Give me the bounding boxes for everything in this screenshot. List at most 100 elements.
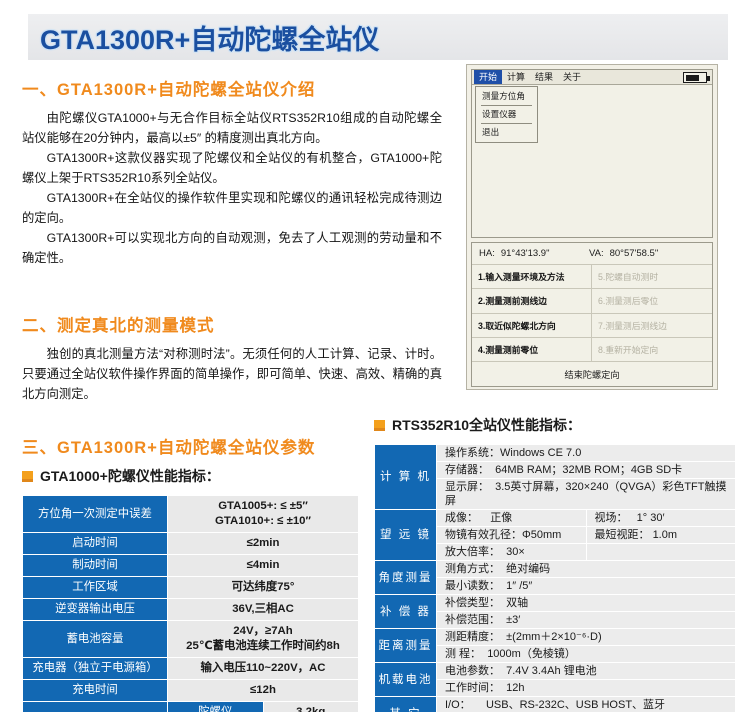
dropdown-item-instrument-settings[interactable]: 设置仪器 <box>482 109 517 119</box>
group-key-angle-measurement: 角度测量 <box>374 560 437 595</box>
spec-line: 视场： 1° 30′ <box>585 509 736 527</box>
gyro-spec-table: 方位角一次测定中误差 GTA1005+: ≤ ±5″ GTA1010+: ≤ ±… <box>22 495 359 712</box>
spec-value: 7.4V 3.4Ah 锂电池 <box>506 665 597 677</box>
row-key: 充电器（独立于电源箱） <box>22 657 168 680</box>
device-screen-lower: HA: 91°43'13.9" VA: 80°57'58.5" 1.输入测量环境及方… <box>471 242 713 387</box>
table-row: 角度测量 测角方式： 绝对编码 <box>374 560 736 595</box>
spec-line: 最小读数： 1″ /5″ <box>436 577 736 595</box>
spec-value: 30× <box>506 546 525 558</box>
menu-item-results[interactable]: 结果 <box>535 72 554 82</box>
row-value: ≤2min <box>167 532 359 555</box>
spec-line: 测距精度： ±(2mm＋2×10⁻⁶·D) <box>436 628 736 646</box>
battery-fill <box>686 74 699 81</box>
spec-label: 放大倍率： <box>445 546 500 558</box>
va-value: 80°57'58.5" <box>609 248 659 259</box>
vertical-angle-readout: VA: 80°57'58.5" <box>589 248 658 259</box>
spec-line: 最短视距： 1.0m <box>585 526 736 544</box>
spacer <box>22 268 442 312</box>
device-button-6[interactable]: 6.测量测后零位 <box>592 289 712 314</box>
row-value: 24V，≥7Ah 25℃蓄电池连续工作时间约8h <box>167 620 359 658</box>
table-row: 放大倍率： 30× <box>375 543 736 561</box>
group-key-computer: 计 算 机 <box>374 444 437 510</box>
section-1-paragraph-4: GTA1300R+可以实现北方向的自动观测，免去了人工观测的劳动量和不确定性。 <box>22 231 442 265</box>
ha-value: 91°43'13.9" <box>500 248 550 259</box>
spec-value: ±3′ <box>506 614 521 626</box>
spec-value: 64MB RAM；32MB ROM；4GB SD卡 <box>495 464 683 476</box>
device-button-2[interactable]: 2.测量测前测线边 <box>472 289 592 314</box>
table-row: 充电器（独立于电源箱） 输入电压110~220V，AC <box>22 657 359 680</box>
section-2-paragraph-1: 独创的真北测量方法“对称测时法”。无须任何的人工计算、记录、计时。只要通过全站仪… <box>22 347 442 401</box>
spec-value: Φ50mm <box>522 529 562 541</box>
dropdown-item-exit[interactable]: 退出 <box>482 127 500 137</box>
row-value: 可达纬度75° <box>167 576 359 599</box>
table-row: 机载电池 电池参数： 7.4V 3.4Ah 锂电池 <box>374 662 736 697</box>
spec-line: I/O： USB、RS-232C、USB HOST、蓝牙 <box>436 696 736 712</box>
spec-line: 放大倍率： 30× <box>436 543 587 561</box>
right-content-column: RTS352R10全站仪性能指标： 计 算 机 操作系统：Windows CE … <box>374 415 738 712</box>
spec-line: 测角方式： 绝对编码 <box>436 560 736 578</box>
table-row: 其 它 I/O： USB、RS-232C、USB HOST、蓝牙 <box>374 696 736 712</box>
row-value: ≤4min <box>167 554 359 577</box>
device-button-7[interactable]: 7.测量测后测线边 <box>592 314 712 338</box>
device-end-orientation-button[interactable]: 结束陀螺定向 <box>564 370 620 380</box>
spec-label: I/O： <box>445 699 471 711</box>
row-subkey-1: 陀螺仪 <box>167 701 264 712</box>
bullet-square-icon <box>22 470 33 482</box>
spec-label: 工作时间： <box>445 682 500 694</box>
section-3-heading: 三、GTA1300R+自动陀螺全站仪参数 <box>22 439 316 457</box>
spec-label: 显示屏： <box>445 481 489 493</box>
device-button-5[interactable]: 5.陀螺自动测时 <box>592 265 712 290</box>
menu-item-about[interactable]: 关于 <box>563 72 582 82</box>
group-key-compensator: 补 偿 器 <box>374 594 437 629</box>
device-screen-upper: 开始 计算 结果 关于 测量方位角 设置仪器 退出 <box>471 69 713 238</box>
table-row: 工作时间： 12h <box>375 679 736 697</box>
row-value-line-2: GTA1010+: ≤ ±10″ <box>215 515 311 527</box>
device-button-4[interactable]: 4.测量测前零位 <box>472 337 592 362</box>
spec-line: 补偿范围： ±3′ <box>436 611 736 629</box>
spec-value: 3.5英寸屏幕，320×240（QVGA）彩色TFT触摸屏 <box>445 481 727 507</box>
table-row: 蓄电池容量 24V，≥7Ah 25℃蓄电池连续工作时间约8h <box>22 620 359 658</box>
device-menubar: 开始 计算 结果 关于 <box>472 70 712 85</box>
table-row: 存储器： 64MB RAM；32MB ROM；4GB SD卡 <box>375 461 736 479</box>
table-row: 补 偿 器 补偿类型： 双轴 <box>374 594 736 629</box>
section-1-paragraph-3: GTA1300R+在全站仪的操作软件里实现和陀螺仪的通讯轻松完成待测边的定向。 <box>22 191 442 225</box>
spec-value: 双轴 <box>506 597 529 609</box>
spec-label: 测距精度： <box>445 631 500 643</box>
menu-item-calculate[interactable]: 计算 <box>507 72 526 82</box>
spec-label: 最短视距： <box>594 529 650 541</box>
row-value-line-1: GTA1005+: ≤ ±5″ <box>218 500 308 512</box>
spec-label: 视场： <box>594 512 628 524</box>
row-value: GTA1005+: ≤ ±5″ GTA1010+: ≤ ±10″ <box>167 495 359 533</box>
table-row: 显示屏： 3.5英寸屏幕，320×240（QVGA）彩色TFT触摸屏 <box>375 478 736 510</box>
spec-line: 物镜有效孔径：Φ50mm <box>436 526 587 544</box>
spec-label: 操作系统： <box>445 447 500 459</box>
table-row: 逆变器输出电压 36V,三相AC <box>22 598 359 621</box>
table-row: 物镜有效孔径：Φ50mm 最短视距： 1.0m <box>375 526 736 544</box>
spec-label: 测 程： <box>445 648 482 660</box>
spec-line: 补偿类型： 双轴 <box>436 594 736 612</box>
spec-value: ±(2mm＋2×10⁻⁶·D) <box>506 631 602 643</box>
start-menu-dropdown: 测量方位角 设置仪器 退出 <box>475 86 538 143</box>
spec-line: 工作时间： 12h <box>436 679 736 697</box>
right-table-caption: RTS352R10全站仪性能指标： <box>374 415 738 435</box>
row-value: 输入电压110~220V，AC <box>167 657 359 680</box>
device-button-3[interactable]: 3.取近似陀螺北方向 <box>472 313 592 338</box>
group-key-other: 其 它 <box>374 696 437 712</box>
row-key: 制动时间 <box>22 554 168 577</box>
spec-label: 测角方式： <box>445 563 500 575</box>
device-button-1[interactable]: 1.输入测量环境及方法 <box>472 265 592 290</box>
spec-label: 补偿范围： <box>445 614 500 626</box>
device-button-8[interactable]: 8.重新开始定向 <box>592 338 712 362</box>
section-1-paragraph-1: 由陀螺仪GTA1000+与无合作目标全站仪RTS352R10组成的自动陀螺全站仪… <box>22 111 442 145</box>
table-row: 制动时间 ≤4min <box>22 554 359 577</box>
row-value-line-1: 24V，≥7Ah <box>233 625 293 637</box>
spec-value: 1000m（免棱镜） <box>487 648 576 660</box>
dropdown-item-measure-azimuth[interactable]: 测量方位角 <box>482 91 525 101</box>
spec-line: 电池参数： 7.4V 3.4Ah 锂电池 <box>436 662 736 680</box>
table-row: 方位角一次测定中误差 GTA1005+: ≤ ±5″ GTA1010+: ≤ ±… <box>22 495 359 533</box>
menu-item-start[interactable]: 开始 <box>474 70 503 84</box>
table-row: 仪器重量 陀螺仪 3.2kg <box>22 701 359 712</box>
spec-value: 正像 <box>490 512 513 524</box>
table-row: 计 算 机 操作系统：Windows CE 7.0 <box>374 444 736 510</box>
